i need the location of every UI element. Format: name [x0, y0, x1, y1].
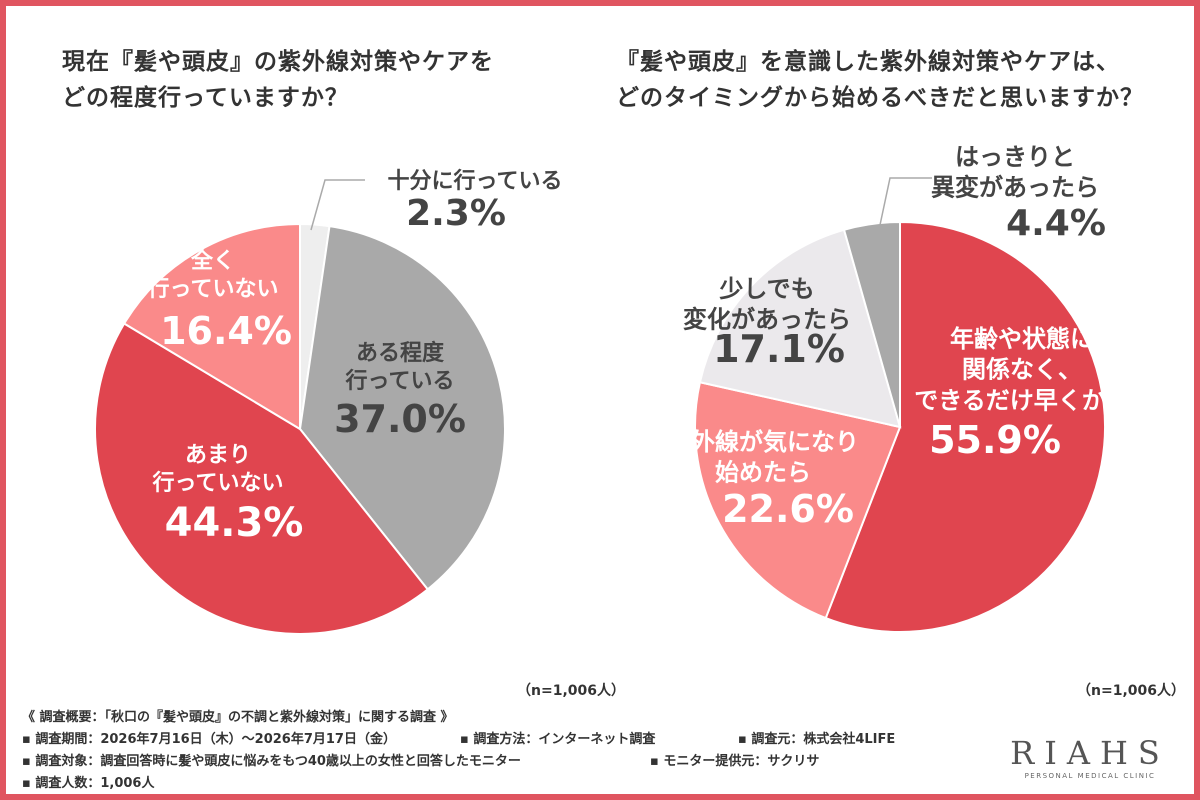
- chart2-label-1-line-3: できるだけ早くから: [914, 386, 1130, 414]
- survey-count: ▪ 調査人数：1,006人: [22, 776, 155, 791]
- clinic-logo: RIAHS PERSONAL MEDICAL CLINIC: [1010, 736, 1170, 780]
- survey-title: 《 調査概要：「秋口の『髪や頭皮』の不調と紫外線対策」に関する調査 》: [22, 710, 454, 725]
- chart2-slice-3: [698, 228, 902, 429]
- chart1-label-3-line-2: 行っていない: [152, 470, 284, 496]
- survey-provider: ▪ モニター提供元：サクリサ: [650, 754, 820, 769]
- chart2-label-4-line-2: 異変があったら: [931, 174, 1099, 202]
- chart1-label-2-line-2: 行っている: [345, 368, 455, 394]
- logo-mark: RIAHS: [1010, 734, 1170, 772]
- chart2-label-2-line-2: 始めたら: [715, 459, 811, 487]
- chart2-value-4: 4.4%: [1006, 203, 1106, 244]
- chart2-slice-4: [842, 220, 901, 428]
- chart1-slice-2: [298, 225, 506, 591]
- survey-overview: 《 調査概要：「秋口の『髪や頭皮』の不調と紫外線対策」に関する調査 》 ▪ 調査…: [22, 707, 982, 795]
- chart2-callout-4: [879, 177, 932, 226]
- chart1-value-2: 37.0%: [334, 397, 466, 441]
- chart1-slice-4: [122, 222, 301, 431]
- chart2-value-1: 55.9%: [929, 418, 1061, 462]
- chart1-callout-1: [310, 179, 365, 231]
- chart2-label-4-line-1: はっきりと: [955, 143, 1075, 171]
- chart1-value-3: 44.3%: [165, 500, 304, 546]
- chart2-label-2-line-1: 紫外線が気になり: [667, 428, 859, 456]
- chart2-value-3: 17.1%: [713, 327, 845, 371]
- chart1-value-1: 2.3%: [406, 193, 506, 234]
- chart1-label-1-line-1: 十分に行っている: [388, 168, 563, 194]
- chart1-label-3-line-1: あまり: [185, 443, 251, 468]
- survey-target: ▪ 調査対象：調査回答時に髪や頭皮に悩みをもつ40歳以上の女性と回答したモニター: [22, 754, 521, 769]
- chart1-value-4: 16.4%: [160, 309, 292, 353]
- survey-method: ▪ 調査方法：インターネット調査: [460, 732, 656, 747]
- chart2-title-line1: 『髪や頭皮』を意識した紫外線対策やケアは、: [616, 49, 1120, 75]
- chart2-title: 『髪や頭皮』を意識した紫外線対策やケアは、 どのタイミングから始めるべきだと思い…: [616, 44, 1144, 116]
- chart2-title-line2: どのタイミングから始めるべきだと思いますか？: [616, 85, 1144, 111]
- chart1-sample-size: （n=1,006人）: [517, 683, 625, 699]
- chart2-label-1-line-1: 年齢や状態に: [950, 325, 1094, 353]
- survey-period: ▪ 調査期間：2026年7月16日（木）～2026年7月17日（金）: [22, 732, 396, 747]
- chart1-title-line1: 現在『髪や頭皮』の紫外線対策やケアを: [62, 49, 494, 75]
- survey-source: ▪ 調査元：株式会社4LIFE: [738, 732, 896, 747]
- chart2-label-3-line-1: 少しでも: [718, 275, 814, 303]
- chart1-title: 現在『髪や頭皮』の紫外線対策やケアを どの程度行っていますか？: [62, 44, 494, 116]
- chart2-slice-2: [694, 381, 902, 620]
- chart1-label-4-line-2: 行っていない: [147, 276, 279, 302]
- chart1-slice-3: [94, 322, 430, 635]
- chart2-label-1-line-2: 関係なく、: [962, 356, 1082, 384]
- chart1-label-4-line-1: 全く: [190, 248, 235, 274]
- chart2-value-2: 22.6%: [722, 487, 854, 531]
- chart1-title-line2: どの程度行っていますか？: [62, 85, 349, 111]
- chart1-label-2-line-1: ある程度: [356, 340, 445, 366]
- chart2-slice-1: [824, 220, 1106, 633]
- chart2-label-3-line-2: 変化があったら: [683, 306, 851, 334]
- logo-subtitle: PERSONAL MEDICAL CLINIC: [1024, 772, 1156, 780]
- chart2-sample-size: （n=1,006人）: [1077, 683, 1185, 699]
